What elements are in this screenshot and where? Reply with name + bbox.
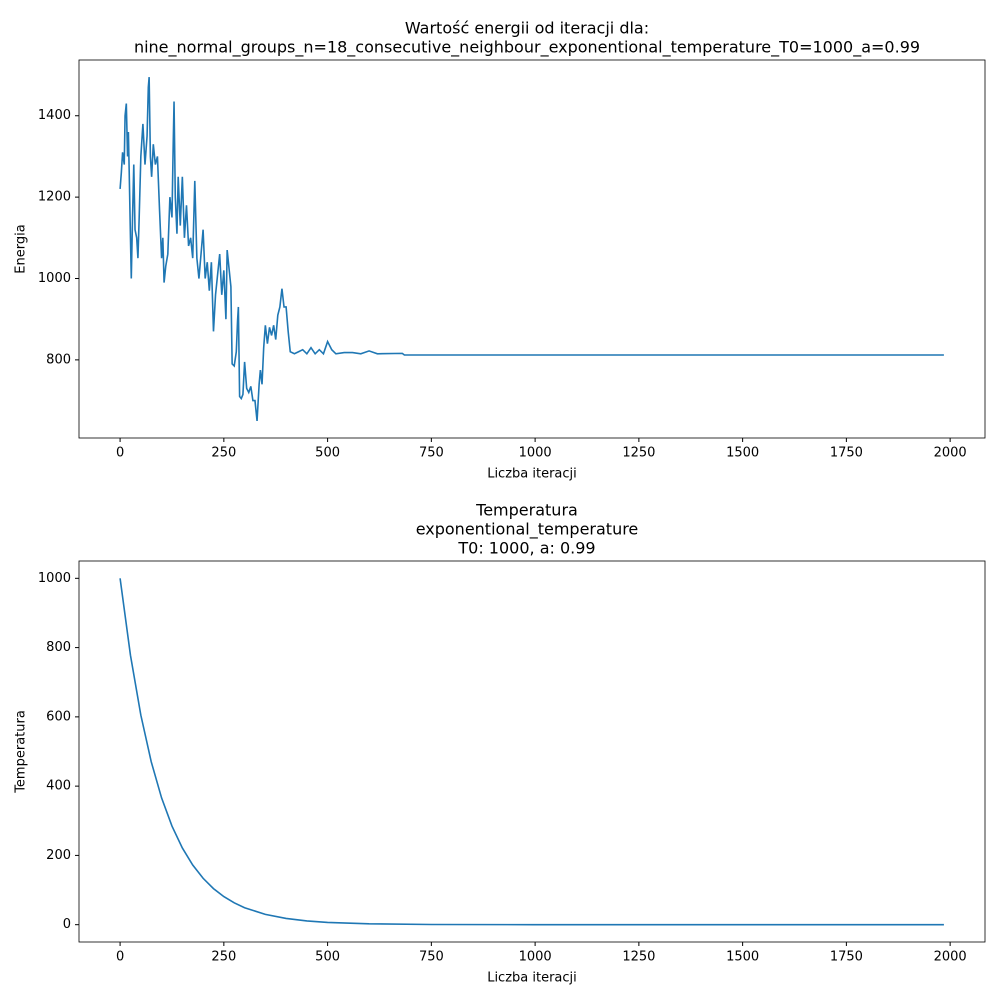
y-axis-label: Energia: [14, 224, 29, 273]
x-axis-label: Liczba iteracji: [487, 467, 577, 482]
x-tick-label: 250: [211, 446, 236, 461]
y-tick-label: 800: [46, 352, 71, 367]
chart-title: nine_normal_groups_n=18_consecutive_neig…: [134, 38, 920, 58]
x-tick-label: 2000: [934, 446, 967, 461]
y-tick-label: 600: [46, 709, 71, 724]
chart-title: Wartość energii od iteracji dla:: [405, 19, 649, 38]
y-tick-label: 1400: [38, 108, 71, 123]
x-tick-label: 2000: [934, 950, 967, 965]
x-tick-label: 1500: [726, 950, 759, 965]
x-tick-label: 1750: [830, 950, 863, 965]
x-tick-label: 1250: [622, 950, 655, 965]
plot-frame: [78, 560, 986, 943]
x-tick-label: 1000: [519, 950, 552, 965]
plot-frame: [78, 59, 986, 439]
x-axis-label: Liczba iteracji: [487, 971, 577, 986]
x-tick-label: 1250: [622, 446, 655, 461]
x-tick-label: 750: [419, 446, 444, 461]
y-tick-label: 0: [63, 917, 71, 932]
y-tick-label: 400: [46, 779, 71, 794]
x-tick-label: 500: [315, 446, 340, 461]
y-tick-label: 1200: [38, 190, 71, 205]
x-tick-label: 1000: [519, 446, 552, 461]
y-axis-label: Temperatura: [14, 710, 29, 794]
chart-title: T0: 1000, a: 0.99: [457, 539, 595, 558]
x-tick-label: 1750: [830, 446, 863, 461]
chart-title: exponentional_temperature: [416, 520, 639, 540]
x-tick-label: 1500: [726, 446, 759, 461]
y-tick-label: 1000: [38, 271, 71, 286]
chart-title: Temperatura: [475, 501, 578, 520]
x-tick-label: 0: [116, 446, 124, 461]
data-line: [119, 77, 944, 421]
x-tick-label: 250: [211, 950, 236, 965]
x-tick-label: 500: [315, 950, 340, 965]
y-tick-label: 1000: [38, 571, 71, 586]
data-line: [119, 578, 944, 926]
x-tick-label: 0: [116, 950, 124, 965]
x-tick-label: 750: [419, 950, 444, 965]
y-tick-label: 800: [46, 640, 71, 655]
y-tick-label: 200: [46, 848, 71, 863]
